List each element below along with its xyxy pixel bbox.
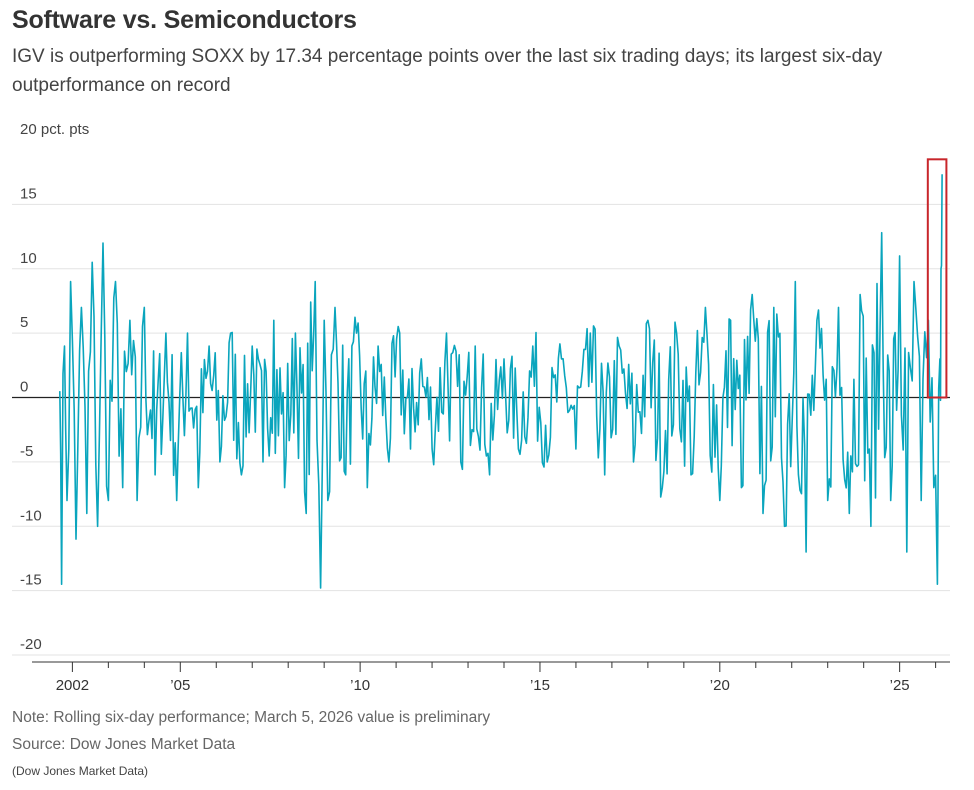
y-tick-label: 15 [20, 185, 37, 202]
y-tick-label: 0 [20, 379, 28, 396]
annotation-layer [926, 158, 948, 399]
highlight-box [926, 158, 948, 399]
chart-source: Source: Dow Jones Market Data [12, 736, 236, 753]
y-tick-label: -5 [20, 443, 33, 460]
x-tick-label: 2002 [56, 677, 89, 694]
y-tick-label: -15 [20, 572, 42, 589]
y-tick-label: -10 [20, 507, 42, 524]
y-tick-label: 20 pct. pts [20, 121, 89, 138]
y-axis-labels: -20 -15 -10 -5 0 5 10 15 20 pct. pts [20, 121, 89, 653]
chart-credit: (Dow Jones Market Data) [12, 764, 149, 778]
x-tick-label: ’05 [170, 677, 190, 694]
x-tick-label: ’10 [350, 677, 370, 694]
series-line [59, 174, 943, 589]
chart-title: Software vs. Semiconductors [12, 6, 357, 34]
series-layer [59, 174, 943, 589]
x-tick-label: ’15 [530, 677, 550, 694]
x-tick-label: ’20 [710, 677, 730, 694]
chart-subtitle: IGV is outperforming SOXX by 17.34 perce… [12, 46, 883, 96]
y-tick-label: -20 [20, 636, 42, 653]
y-tick-label: 10 [20, 250, 37, 267]
x-axis: 2002 ’05 ’10 ’15 ’20 ’25 [32, 661, 950, 694]
y-tick-label: 5 [20, 314, 28, 331]
chart-note: Note: Rolling six-day performance; March… [12, 709, 491, 726]
x-tick-label: ’25 [890, 677, 910, 694]
